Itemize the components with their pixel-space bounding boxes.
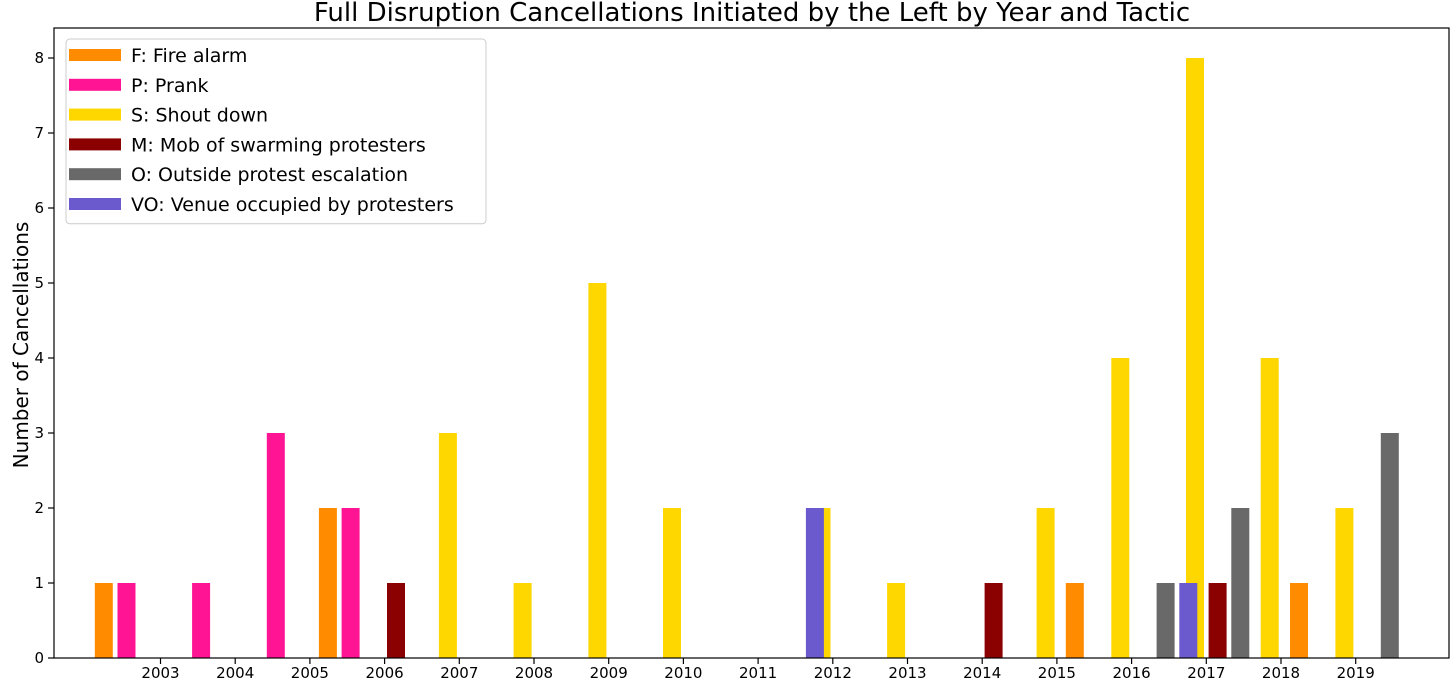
legend-swatch-o [69,168,121,181]
y-tick-label-8: 8 [34,49,44,67]
legend-label-f: F: Fire alarm [131,45,247,67]
bar-s-2010 [663,508,681,658]
bar-s-2015 [1036,508,1055,658]
bar-s-2017 [1186,58,1204,658]
bar-o-2019 [1380,433,1399,658]
x-tick-label-2003: 2003 [141,664,179,682]
y-tick-label-3: 3 [34,424,44,442]
legend-label-o: O: Outside protest escalation [131,164,408,186]
x-tick-label-2004: 2004 [216,664,254,682]
x-tick-label-2019: 2019 [1337,664,1375,682]
axes-group: 0 1 2 3 4 5 6 7 8 2003 2004 2005 2006 2007 2008 2009 201… [34,49,1374,682]
x-tick-label-2013: 2013 [888,664,926,682]
legend-label-p: P: Prank [131,75,209,97]
plot-frame [53,27,1450,659]
x-tick-label-2012: 2012 [814,664,852,682]
legend-label-s: S: Shout down [131,105,268,127]
x-tick-label-2017: 2017 [1187,664,1225,682]
y-axis-label: Number of Cancellations [9,222,33,469]
x-tick-label-2011: 2011 [739,664,777,682]
bar-s-2009 [588,283,607,658]
x-tick-label-2007: 2007 [440,664,478,682]
bar-o-2016 [1156,583,1175,658]
x-tick-label-2005: 2005 [291,664,329,682]
x-tick-label-2008: 2008 [515,664,553,682]
legend-swatch-s [69,108,121,121]
legend-frame [65,38,487,225]
bar-s-2016 [1111,358,1130,658]
bar-s-2008 [513,583,532,658]
bar-o-2017 [1231,508,1250,658]
bar-s-2018 [1260,358,1279,658]
bar-f-2003 [94,583,113,658]
y-tick-label-6: 6 [34,199,44,217]
bar-p-2005 [266,433,285,658]
x-tick-label-2006: 2006 [366,664,404,682]
y-tick-label-4: 4 [34,349,44,367]
x-tick-label-2015: 2015 [1038,664,1076,682]
bar-m-2014 [984,583,1003,658]
bar-vo-2011 [805,508,824,658]
bar-s-2019 [1335,508,1354,658]
y-tick-label-5: 5 [34,274,44,292]
bar-p-2003 [117,583,136,658]
y-tick-label-0: 0 [34,649,44,667]
bar-f-2019 [1290,583,1308,658]
legend: F: Fire alarm P: Prank S: Shout down M: Mob… [65,38,487,225]
x-tick-label-2010: 2010 [664,664,702,682]
chart-title: Full Disruption Cancellations Initiated … [314,0,1190,28]
legend-label-m: M: Mob of swarming protesters [131,134,426,156]
legend-swatch-p [69,78,121,91]
y-tick-label-2: 2 [34,499,44,517]
y-tick-label-7: 7 [34,124,44,142]
bar-f-2016 [1065,583,1084,658]
legend-swatch-m [69,138,121,151]
bar-p-2004 [192,583,211,658]
x-tick-label-2018: 2018 [1262,664,1300,682]
legend-label-vo: VO: Venue occupied by protesters [131,194,454,216]
y-tick-label-1: 1 [34,574,44,592]
bar-m-2006 [387,583,405,658]
bar-p-2006 [341,508,360,658]
bar-s-2013 [887,583,906,658]
legend-swatch-vo [69,198,121,210]
x-tick-label-2009: 2009 [590,664,628,682]
bar-s-2007 [438,433,457,658]
bar-m-2017 [1208,583,1227,658]
legend-swatch-f [69,49,121,61]
x-tick-label-2014: 2014 [963,664,1001,682]
bar-f-2006 [318,508,337,658]
bar-vo-2016 [1179,583,1198,658]
x-tick-label-2016: 2016 [1113,664,1151,682]
bars-group [94,58,1399,658]
